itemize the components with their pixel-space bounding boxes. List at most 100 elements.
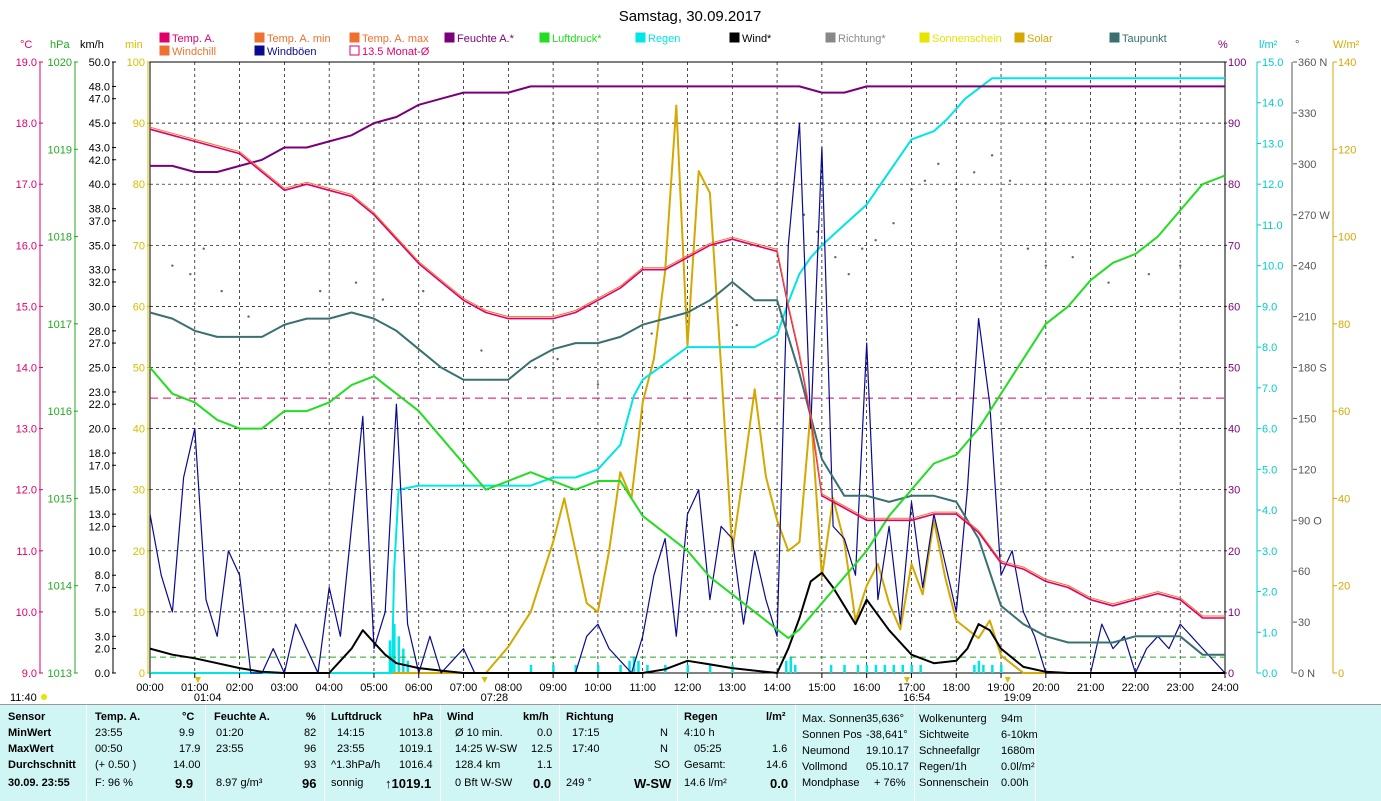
axis-tick-label: 4.0 [1262,505,1277,517]
legend-swatch [635,32,646,43]
axis-tick-label: 100 [127,57,145,69]
x-tick-label: 05:00 [360,682,388,694]
direction-point [189,272,192,276]
stats-temp-min-time: 23:55 [95,727,123,739]
axis-tick-label: 10.0 [16,607,37,619]
axis-tick-label: 9.0 [1262,301,1277,313]
legend-label: Taupunkt [1122,33,1167,45]
direction-point [708,306,712,310]
stats-temp-avg: 14.00 [173,759,201,771]
stats-row-label: MinWert [8,727,52,739]
axis-tick-label: 60 [1338,406,1350,418]
x-tick-label: 07:00 [450,682,478,694]
x-tick-label: 06:00 [405,682,433,694]
sunshine-bar [865,664,869,673]
stats-weather-label: Regen/1h [919,761,967,773]
direction-point [1107,281,1110,284]
stats-rain-unit: l/m² [766,711,786,723]
stats-rain-max-time: 05:25 [694,743,722,755]
axis-tick-label: 30 [1298,617,1310,629]
legend-swatch [729,32,740,43]
legend-swatch [919,32,930,43]
stats-pressure-max-time: 23:55 [337,743,365,755]
direction-point [834,255,837,259]
stats-direction-col: Richtung 17:15 N 17:40 N SO 249 ° W-SW [560,705,678,801]
axis-tick-label: 1015 [48,493,72,505]
axis-tick-label: 50 [133,363,145,375]
x-tick-label: 17:00 [898,682,926,694]
axis-tick-label: 23.0 [89,387,110,399]
stats-humidity-max: 96 [304,743,317,755]
stats-wind-col: Wind km/h Ø 10 min. 0.0 14:25 W-SW 12.5 … [441,705,560,801]
axis-tick-label: 70 [1228,240,1240,252]
axis-tick-label: 0 [1338,668,1344,680]
axis-unit-label: hPa [50,39,70,51]
stats-wind-current: 0.0 [533,776,552,791]
stats-astro-label: Mondphase [802,777,860,789]
axis-tick-label: 20 [1228,546,1240,558]
axis-tick-label: 100 [1228,57,1246,69]
direction-point [937,162,940,166]
x-tick-label: 11:00 [629,682,656,694]
stats-weather-value: 1680m [1001,745,1035,757]
time-marker-label: 16:54 [903,692,931,704]
stats-astro-value: 35,636° [866,713,905,725]
direction-point [860,247,864,250]
direction-point [480,349,483,352]
right-axes: 100908070605040302010015.014.013.012.011… [1223,57,1356,680]
legend-label: Luftdruck* [552,33,602,45]
axis-tick-label: 12.0 [89,521,110,533]
sunshine-bar [686,664,689,673]
stats-rain-title: Regen [684,711,718,723]
legend-label: Temp. A. min [267,33,331,45]
axis-tick-label: 20.0 [89,424,110,436]
legend-swatch [349,32,360,43]
axis-tick-label: 18.0 [89,448,110,460]
axis-tick-label: 25.0 [89,363,110,375]
stats-temp-unit: °C [182,711,195,723]
x-tick-label: 09:00 [539,682,567,694]
stats-astro-value: -38,641° [866,729,908,741]
axis-tick-label: 240 [1298,261,1316,273]
axis-unit-label: W/m² [1333,39,1360,51]
stats-direction-avg: SO [654,759,670,771]
legend-swatch [349,45,360,56]
sunshine-bar [794,664,797,673]
legend-label: Temp. A. [172,33,215,45]
stats-astro-label: Max. Sonnen [802,713,867,725]
axis-tick-label: 33.0 [89,265,110,277]
stats-humidity-unit: % [306,711,316,723]
sunshine-bar [1000,664,1003,673]
stats-rain-duration: 4:10 h [684,727,715,739]
sunshine-bar [973,664,976,673]
axis-tick-label: 2.0 [1262,587,1277,599]
sunshine-bar [982,664,985,673]
sunshine-bar [393,624,396,673]
stats-temp-col: Temp. A. °C 23:55 9.9 00:50 17.9 (+ 0.50… [87,705,206,801]
stats-astro-value: + 76% [874,777,906,789]
sunshine-bar [991,664,994,673]
stats-direction-max: N [660,743,668,755]
time-marker-label: 07:28 [481,692,509,704]
direction-point [874,239,877,242]
direction-point [247,315,250,318]
series-line [149,128,1225,619]
legend-label: Windböen [267,46,317,58]
axis-tick-label: 90 [1228,118,1240,130]
axis-tick-label: 30.0 [89,301,110,313]
sunshine-bar [874,664,878,673]
sunshine-bar [901,664,904,673]
direction-point [319,289,322,293]
stats-pressure-min: 1013.8 [399,727,433,739]
direction-point [910,188,913,191]
sun-marker-icon [1004,677,1011,683]
stats-temp-title: Temp. A. [95,711,141,723]
sunshine-bar [619,664,622,673]
axis-unit-label: l/m² [1259,39,1278,51]
axis-tick-label: 0 N [1298,668,1315,680]
stats-wind-mean: 1.1 [537,759,553,771]
axis-tick-label: 30 [133,485,145,497]
stats-pressure-avg: 1016.4 [399,759,433,771]
axis-tick-label: 13.0 [16,424,37,436]
stats-wind-title: Wind [447,711,474,723]
